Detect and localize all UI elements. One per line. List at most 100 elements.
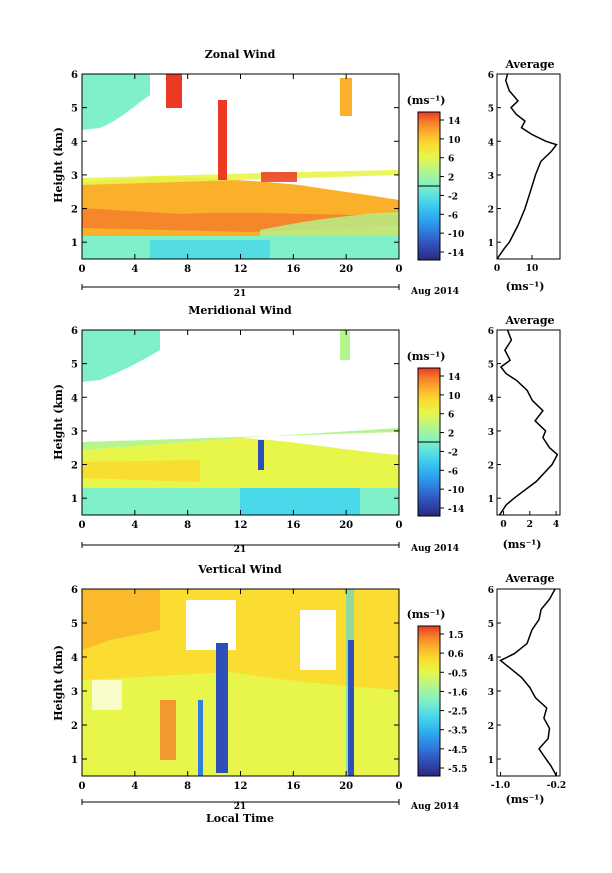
vertical-ytick-label: 2 <box>71 721 78 732</box>
vertical-xtick-label: 20 <box>339 781 353 792</box>
meridional-date-label: Aug 2014 <box>410 544 459 554</box>
meridional-average-line <box>498 329 559 516</box>
meridional-average-xtick-label: 2 <box>527 520 533 530</box>
meridional-title: Meridional Wind <box>188 304 292 317</box>
meridional-region-upper-left <box>82 330 160 382</box>
vertical-average-xlabel: (ms⁻¹) <box>506 793 545 806</box>
zonal-xtick-label: 12 <box>234 264 248 275</box>
vertical-colorbar-tick-label: 1.5 <box>448 631 464 641</box>
zonal-colorbar-tick-label: 14 <box>448 117 461 127</box>
zonal-average-frame <box>496 73 561 260</box>
vertical-average-ytick-label: 5 <box>488 620 494 630</box>
vertical-average-xtick-label: -0.2 <box>547 781 566 791</box>
meridional-colorbar-tick-label: 10 <box>448 392 461 402</box>
meridional-colorbar-ticks: 14 10 6 2 -2 -6 -10 -14 <box>440 373 464 515</box>
vertical-streak-warm <box>160 700 176 760</box>
vertical-xtick-label: 0 <box>79 781 86 792</box>
vertical-colorbar-tick-label: -1.6 <box>448 688 467 698</box>
zonal-region-top-edge <box>82 170 399 185</box>
vertical-colorbar-tick-label: -2.5 <box>448 708 467 718</box>
zonal-region-transition <box>260 212 399 236</box>
meridional-streak-1 <box>340 330 350 360</box>
meridional-ytick-label: 2 <box>71 461 78 472</box>
zonal-average-ytick-label: 4 <box>488 138 494 148</box>
meridional-colorbar-tick-label: -2 <box>448 448 458 458</box>
meridional-average-axes: 1 2 3 4 5 6 0 2 4 <box>488 327 559 530</box>
zonal-xtick-label: 0 <box>79 264 86 275</box>
vertical-average-xtick-label: -1.0 <box>491 781 510 791</box>
zonal-ytick-label: 1 <box>71 238 78 249</box>
vertical-xtick-label: 8 <box>184 781 191 792</box>
zonal-ytick-label: 2 <box>71 205 78 216</box>
vertical-average-ytick-label: 4 <box>488 654 494 664</box>
zonal-average-axes: 1 2 3 4 5 6 0 10 <box>488 71 558 274</box>
zonal-average-title: Average <box>504 58 554 71</box>
vertical-heatmap <box>82 589 399 776</box>
meridional-ytick-label: 5 <box>71 360 78 371</box>
meridional-average-ytick-label: 2 <box>488 462 494 472</box>
vertical-gap-3 <box>92 680 122 710</box>
zonal-colorbar-tick-label: 2 <box>448 174 454 184</box>
vertical-gap-1 <box>186 600 236 650</box>
zonal-title: Zonal Wind <box>205 48 276 61</box>
vertical-average-ytick-label: 3 <box>488 688 494 698</box>
meridional-xtick-label: 8 <box>184 520 191 531</box>
meridional-heatmap <box>82 330 399 515</box>
vertical-average-frame <box>496 588 561 777</box>
meridional-xtick-label: 4 <box>131 520 138 531</box>
zonal-average-xlabel: (ms⁻¹) <box>506 280 545 293</box>
meridional-colorbar-unit: (ms⁻¹) <box>407 350 446 363</box>
meridional-streak-2 <box>258 440 264 470</box>
vertical-colorbar <box>417 625 441 777</box>
vertical-xtick-label: 16 <box>286 781 300 792</box>
zonal-streak-4 <box>261 172 297 182</box>
vertical-ytick-label: 4 <box>71 653 78 664</box>
vertical-day-label: 21 <box>234 802 247 812</box>
zonal-average-ytick-label: 3 <box>488 172 494 182</box>
meridional-average-xtick-label: 4 <box>553 520 559 530</box>
vertical-average-ytick-label: 6 <box>488 586 494 596</box>
vertical-ytick-label: 6 <box>71 585 78 596</box>
zonal-average-line <box>496 73 558 260</box>
meridional-average-ytick-label: 4 <box>488 394 494 404</box>
zonal-date-label: Aug 2014 <box>410 287 459 297</box>
zonal-xtick-label: 16 <box>286 264 300 275</box>
vertical-xtick-label: 12 <box>234 781 248 792</box>
meridional-xtick-label: 0 <box>79 520 86 531</box>
vertical-colorbar-tick-label: -3.5 <box>448 727 467 737</box>
zonal-heatmap <box>82 74 399 259</box>
meridional-ytick-label: 1 <box>71 494 78 505</box>
vertical-date-label: Aug 2014 <box>410 802 459 812</box>
zonal-colorbar-ticks: 14 10 6 2 -2 -6 -10 -14 <box>440 117 464 259</box>
zonal-colorbar-tick-label: -14 <box>448 249 464 259</box>
zonal-colorbar-tick-label: -6 <box>448 211 458 221</box>
zonal-average-ytick-label: 1 <box>488 239 494 249</box>
zonal-streak-1 <box>166 74 182 108</box>
meridional-colorbar-tick-label: 6 <box>448 411 454 421</box>
vertical-streak-2 <box>198 700 203 776</box>
zonal-ylabel: Height (km) <box>52 127 65 203</box>
vertical-average-ytick-label: 2 <box>488 722 494 732</box>
zonal-colorbar-tick-label: 6 <box>448 155 454 165</box>
zonal-xtick-label: 8 <box>184 264 191 275</box>
vertical-gap-2 <box>300 610 336 670</box>
meridional-average-frame <box>496 329 561 516</box>
meridional-region-mid-core <box>82 460 200 482</box>
vertical-title: Vertical Wind <box>197 563 282 576</box>
vertical-average-ytick-label: 1 <box>488 756 494 766</box>
meridional-average-ytick-label: 3 <box>488 428 494 438</box>
meridional-xtick-label: 16 <box>286 520 300 531</box>
vertical-streak-1 <box>216 643 228 773</box>
meridional-ylabel: Height (km) <box>52 384 65 460</box>
vertical-average-axes: 1 2 3 4 5 6 -1.0 -0.2 <box>488 586 566 791</box>
vertical-xaxis-title: Local Time <box>206 812 274 825</box>
vertical-xtick-label: 0 <box>396 781 403 792</box>
zonal-region-upper-left <box>82 74 150 130</box>
meridional-average-ytick-label: 5 <box>488 361 494 371</box>
meridional-colorbar-tick-label: -6 <box>448 467 458 477</box>
